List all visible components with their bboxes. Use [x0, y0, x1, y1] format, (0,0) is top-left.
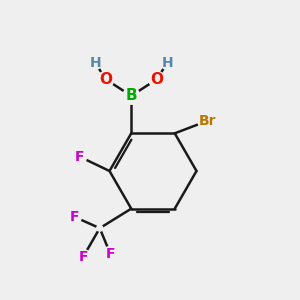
Text: O: O	[99, 72, 112, 87]
Circle shape	[76, 250, 91, 264]
Text: B: B	[125, 88, 137, 103]
Circle shape	[98, 71, 114, 87]
Circle shape	[198, 111, 218, 130]
Circle shape	[67, 210, 81, 224]
Text: Br: Br	[199, 114, 217, 128]
Text: F: F	[70, 210, 79, 224]
Circle shape	[97, 225, 103, 231]
Circle shape	[149, 71, 165, 87]
Text: F: F	[79, 250, 88, 264]
Circle shape	[103, 247, 118, 261]
Text: F: F	[75, 150, 84, 164]
Text: O: O	[150, 72, 163, 87]
Circle shape	[161, 56, 174, 69]
Text: H: H	[161, 56, 173, 70]
Circle shape	[72, 149, 87, 164]
Text: F: F	[106, 247, 115, 261]
Text: H: H	[89, 56, 101, 70]
Circle shape	[123, 87, 140, 104]
Circle shape	[89, 56, 102, 69]
